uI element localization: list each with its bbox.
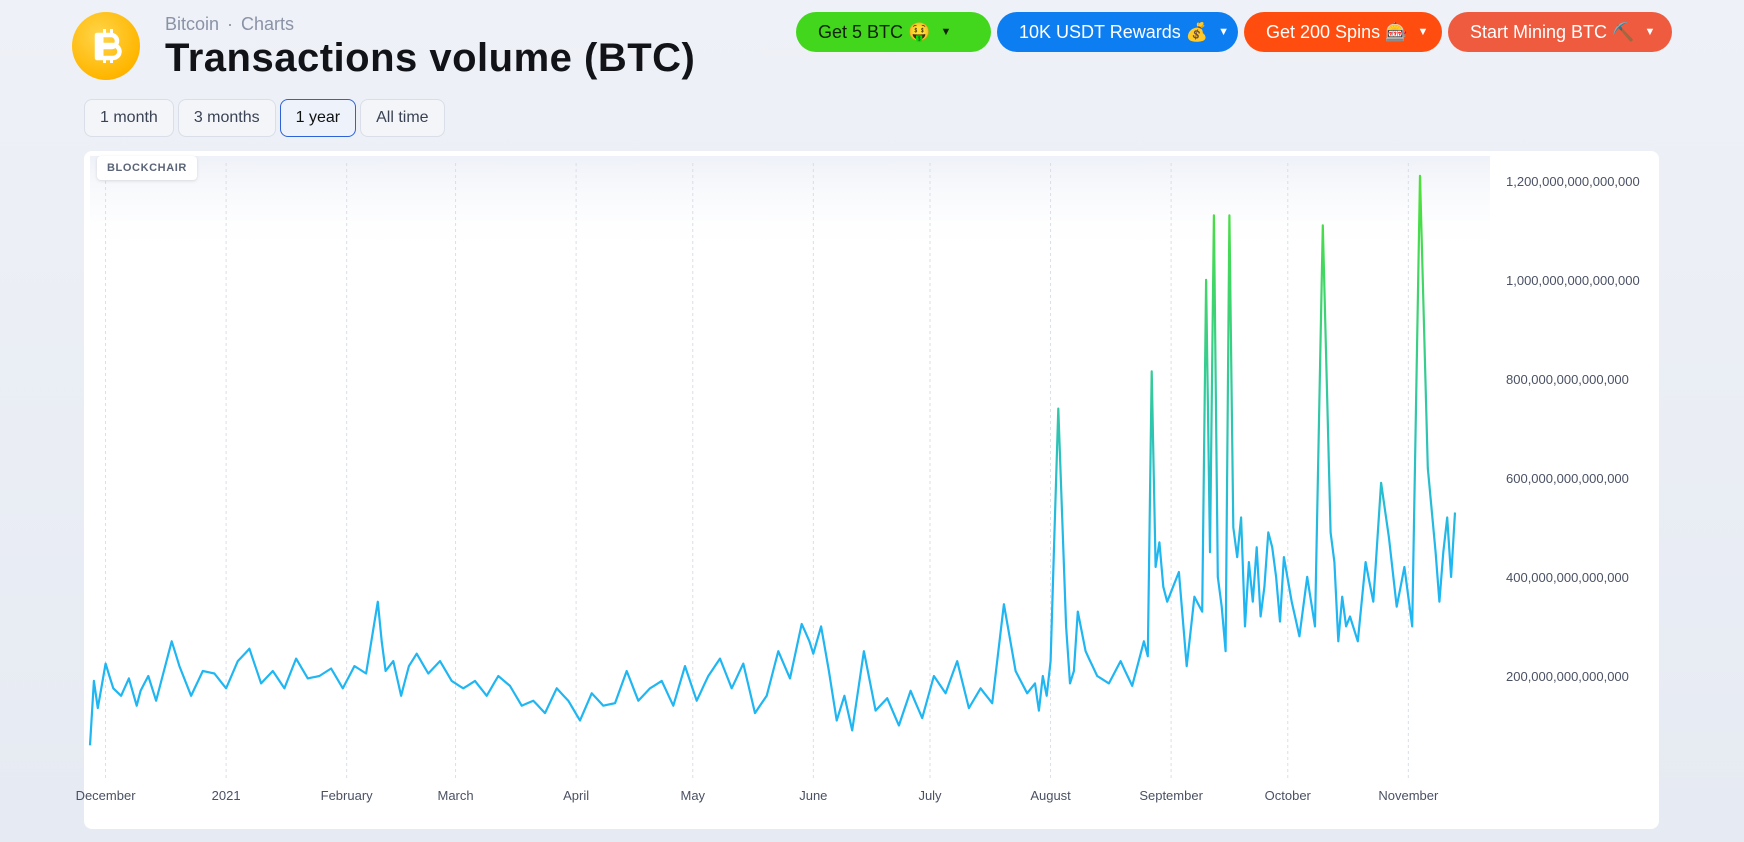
- chevron-down-icon: ▼: [940, 26, 952, 38]
- tab-3-months[interactable]: 3 months: [177, 99, 276, 137]
- chevron-down-icon: ▼: [1644, 26, 1656, 38]
- series: [88, 174, 1457, 746]
- x-tick-label: February: [321, 788, 374, 803]
- y-tick-label: 600,000,000,000,000: [1506, 471, 1629, 486]
- x-tick-label: May: [680, 788, 705, 803]
- x-tick-label: December: [76, 788, 137, 803]
- tab-1-month[interactable]: 1 month: [84, 99, 174, 137]
- page-title: Transactions volume (BTC): [165, 36, 696, 80]
- grid: [105, 163, 1409, 780]
- tab-1-year[interactable]: 1 year: [279, 99, 357, 137]
- x-tick-label: September: [1139, 788, 1203, 803]
- x-tick-label: 2021: [212, 788, 241, 803]
- promo-label: Get 200 Spins 🎰: [1266, 21, 1408, 42]
- chevron-down-icon: ▼: [1417, 26, 1429, 38]
- y-tick-label: 400,000,000,000,000: [1506, 570, 1629, 585]
- y-tick-label: 800,000,000,000,000: [1506, 372, 1629, 387]
- chevron-down-icon: ▼: [1218, 26, 1230, 38]
- x-tick-label: June: [799, 788, 827, 803]
- promo-label: Start Mining BTC ⛏️: [1470, 21, 1635, 42]
- promo-button-spins[interactable]: Get 200 Spins 🎰 ▼: [1244, 12, 1442, 52]
- x-tick-label: October: [1265, 788, 1312, 803]
- promo-button-mining[interactable]: Start Mining BTC ⛏️ ▼: [1448, 12, 1672, 52]
- breadcrumb-bitcoin[interactable]: Bitcoin: [165, 14, 220, 34]
- breadcrumb-charts[interactable]: Charts: [241, 14, 295, 34]
- x-axis: December 2021 February March April May June Jul…: [76, 788, 1439, 803]
- promo-label: Get 5 BTC 🤑: [818, 21, 931, 42]
- promo-label: 10K USDT Rewards 💰: [1019, 21, 1209, 42]
- x-tick-label: November: [1378, 788, 1439, 803]
- x-tick-label: July: [918, 788, 942, 803]
- y-tick-label: 200,000,000,000,000: [1506, 669, 1629, 684]
- plot-top-fade: [90, 156, 1490, 256]
- promo-button-get-btc[interactable]: Get 5 BTC 🤑 ▼: [796, 12, 991, 52]
- bitcoin-icon: [72, 12, 140, 80]
- watermark: BLOCKCHAIR: [97, 156, 197, 180]
- y-tick-label: 1,000,000,000,000,000: [1506, 273, 1640, 288]
- breadcrumb-separator: ·: [227, 14, 234, 34]
- x-tick-label: April: [563, 788, 589, 803]
- tab-all-time[interactable]: All time: [360, 99, 445, 137]
- y-tick-label: 1,200,000,000,000,000: [1506, 174, 1640, 189]
- y-axis: 200,000,000,000,000 400,000,000,000,000 60…: [1506, 174, 1640, 684]
- x-tick-label: August: [1030, 788, 1071, 803]
- promo-button-usdt-rewards[interactable]: 10K USDT Rewards 💰 ▼: [997, 12, 1238, 52]
- range-tabs: 1 month 3 months 1 year All time: [84, 99, 445, 137]
- breadcrumb: Bitcoin · Charts: [165, 14, 294, 35]
- x-tick-label: March: [437, 788, 473, 803]
- series-line[interactable]: [88, 174, 1457, 746]
